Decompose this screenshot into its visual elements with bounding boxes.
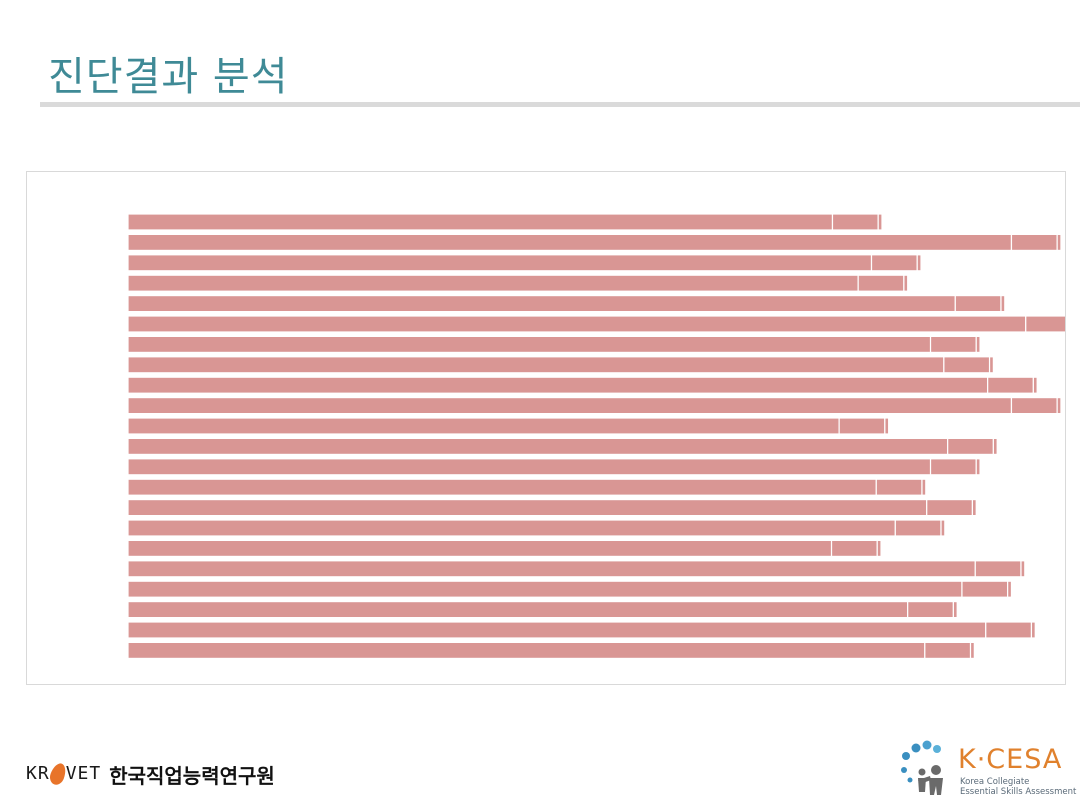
bar-row-18-segment-1 <box>127 560 976 578</box>
bar-row-10-segment-2 <box>1010 397 1058 415</box>
bar-row-3-segment-3 <box>916 254 922 272</box>
bar-row-7-segment-3 <box>975 335 981 353</box>
bar-row-2-segment-3 <box>1056 233 1062 252</box>
bar-row-20-segment-2 <box>907 601 954 619</box>
bar-row-6-segment-1 <box>127 315 1027 333</box>
bar-row-2-segment-1 <box>127 233 1013 252</box>
bar-row-1-segment-3 <box>877 213 883 231</box>
bar-row-12-segment-3 <box>992 437 998 455</box>
bar-row-20-segment-1 <box>127 601 909 619</box>
bar-row-15-segment-1 <box>127 499 928 517</box>
bar-row-19-segment-2 <box>961 580 1009 598</box>
bar-row-14-segment-2 <box>875 478 923 496</box>
bar-row-7-segment-1 <box>127 335 932 353</box>
kcesa-logo: K·CESA Korea Collegiate Essential Skills… <box>896 740 1076 802</box>
bar-row-4-segment-3 <box>903 274 909 292</box>
bar-row-19-segment-1 <box>127 580 963 598</box>
bar-row-14-segment-3 <box>921 478 927 496</box>
bar-row-7-segment-2 <box>929 335 977 353</box>
bar-row-5-segment-1 <box>127 294 956 313</box>
bar-row-13-segment-1 <box>127 458 932 476</box>
bar-row-8-segment-3 <box>988 356 994 374</box>
bar-row-2-segment-2 <box>1010 233 1058 252</box>
bar-row-18-segment-2 <box>974 560 1022 578</box>
bar-row-16-segment-1 <box>127 519 896 537</box>
kcesa-figures-icon <box>901 740 943 795</box>
bar-row-21-segment-1 <box>127 621 987 639</box>
bar-row-3-segment-2 <box>870 254 918 272</box>
krivet-korean-name: 한국직업능력연구원 <box>109 763 275 788</box>
krivet-wordmark: KR VET <box>26 761 101 787</box>
bar-row-22-segment-1 <box>127 641 926 659</box>
bar-row-14-segment-1 <box>127 478 877 496</box>
bar-row-17-segment-2 <box>830 539 878 557</box>
bar-row-5-segment-3 <box>1000 294 1006 313</box>
bar-row-1-segment-2 <box>831 213 879 231</box>
bar-row-13-segment-3 <box>975 458 981 476</box>
kcesa-subtitle-line-1: Korea Collegiate <box>960 777 1030 787</box>
bar-row-15-segment-3 <box>971 499 977 517</box>
bar-row-15-segment-2 <box>926 499 974 517</box>
bar-row-9-segment-1 <box>127 376 989 394</box>
bar-row-11-segment-2 <box>838 417 886 435</box>
slide-title: 진단결과 분석 <box>48 54 289 100</box>
bar-row-16-segment-2 <box>894 519 942 537</box>
bar-row-10-segment-3 <box>1056 397 1062 415</box>
bar-row-1-segment-1 <box>127 213 834 231</box>
bar-row-6-segment-2 <box>1025 315 1065 333</box>
bar-row-4-segment-2 <box>857 274 905 292</box>
bar-row-21-segment-2 <box>985 621 1033 639</box>
kcesa-subtitle-line-2: Essential Skills Assessment <box>960 787 1077 797</box>
bar-row-21-segment-3 <box>1030 621 1036 639</box>
bar-row-8-segment-2 <box>943 356 991 374</box>
bar-row-8-segment-1 <box>127 356 945 374</box>
bar-row-11-segment-1 <box>127 417 840 435</box>
bar-row-9-segment-3 <box>1032 376 1038 394</box>
chart-frame <box>26 171 1066 685</box>
bar-row-5-segment-2 <box>954 294 1002 313</box>
bar-row-12-segment-2 <box>947 437 994 455</box>
bar-row-22-segment-3 <box>969 641 975 659</box>
bar-row-11-segment-3 <box>884 417 890 435</box>
bar-row-18-segment-3 <box>1020 560 1026 578</box>
bar-row-3-segment-1 <box>127 254 873 272</box>
bar-row-19-segment-3 <box>1007 580 1013 598</box>
bar-row-13-segment-2 <box>929 458 977 476</box>
title-divider <box>40 102 1080 107</box>
bar-row-10-segment-1 <box>127 397 1013 415</box>
bar-chart <box>127 213 1065 659</box>
kcesa-wordmark: K·CESA <box>958 744 1063 775</box>
bar-row-22-segment-2 <box>924 641 972 659</box>
bar-row-16-segment-3 <box>940 519 946 537</box>
bar-row-4-segment-1 <box>127 274 859 292</box>
kcesa-subtitle: Korea Collegiate Essential Skills Assess… <box>960 777 1076 797</box>
bar-row-12-segment-1 <box>127 437 949 455</box>
bar-row-17-segment-3 <box>876 539 882 557</box>
bar-row-20-segment-3 <box>952 601 958 619</box>
bar-row-17-segment-1 <box>127 539 833 557</box>
bar-row-9-segment-2 <box>987 376 1034 394</box>
krivet-logo: KR VET 한국직업능력연구원 <box>26 756 275 792</box>
